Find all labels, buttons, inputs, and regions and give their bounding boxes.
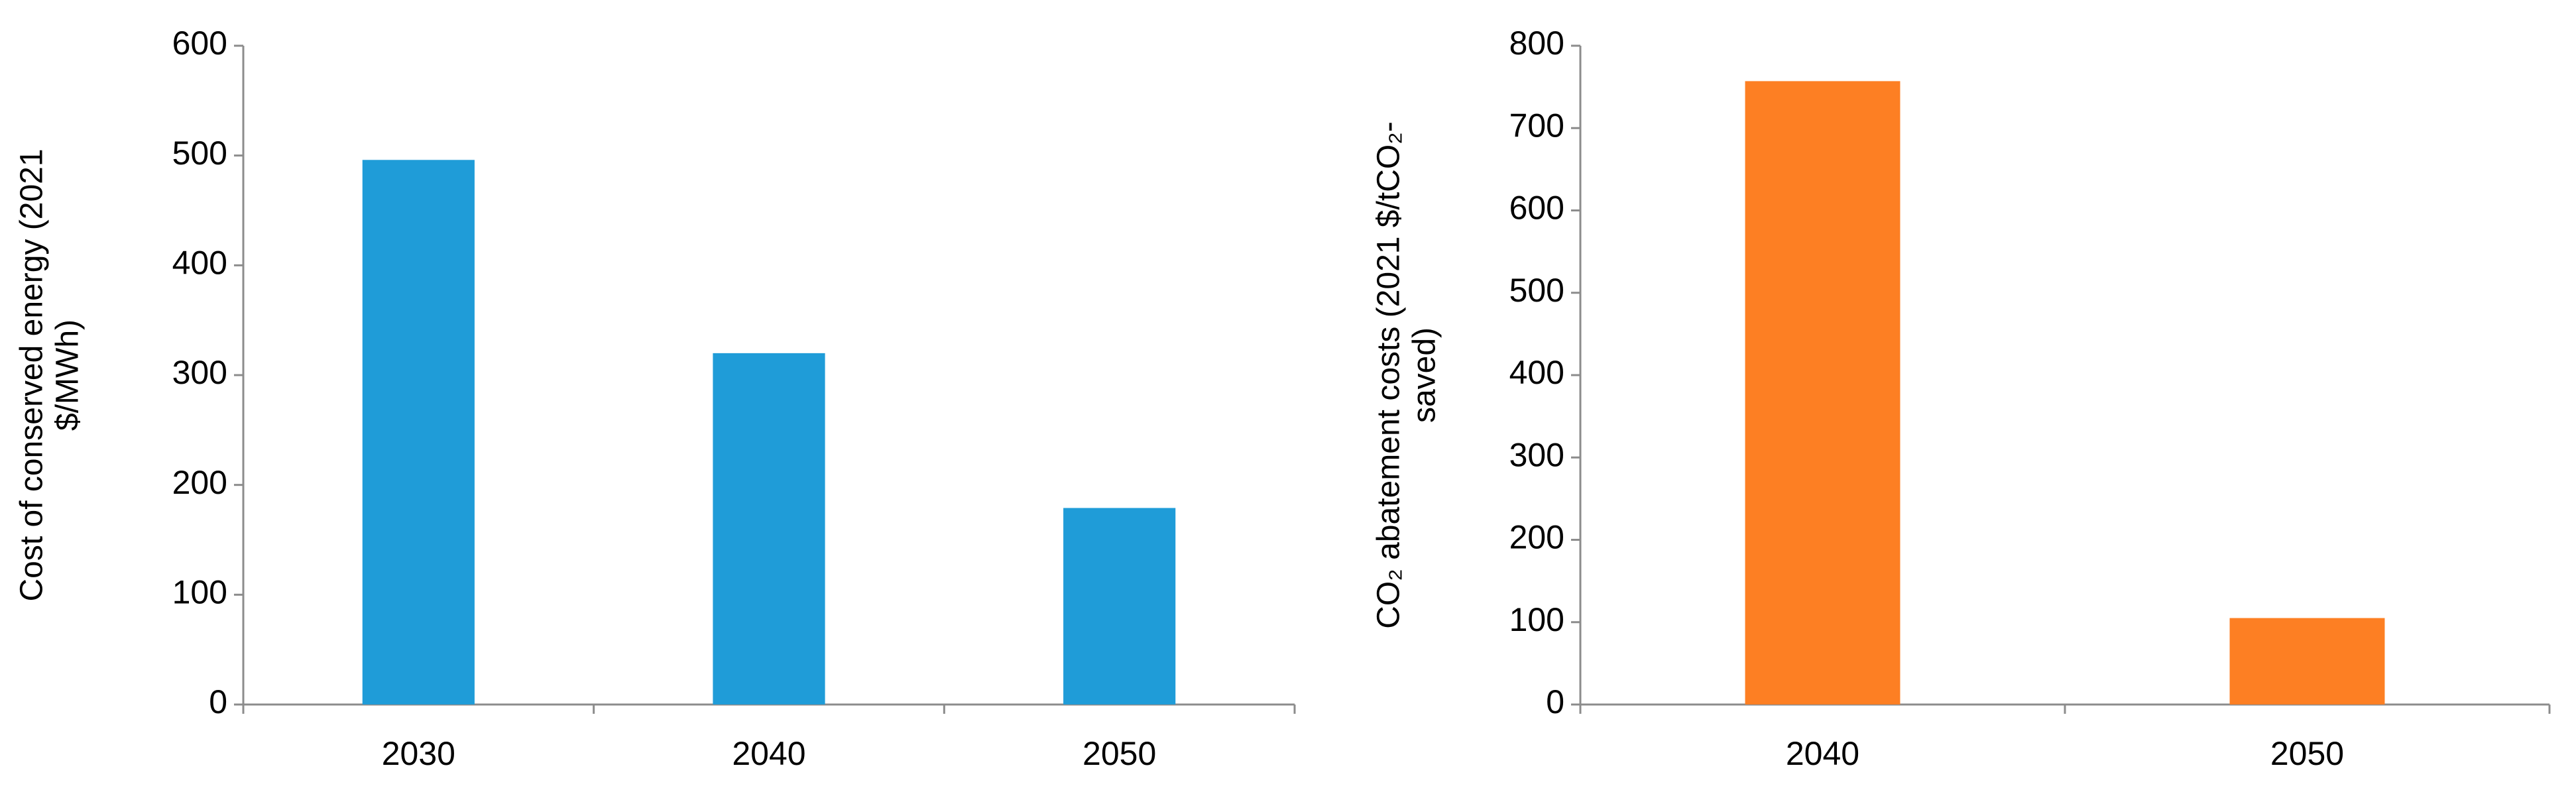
bar	[2229, 618, 2385, 705]
bar	[1063, 508, 1176, 705]
y-tick-label: 500	[1509, 272, 1564, 309]
y-tick-label: 200	[1509, 519, 1564, 556]
y-tick-label: 600	[1509, 190, 1564, 227]
y-tick-label: 500	[172, 135, 227, 172]
y-axis-title: Cost of conserved energy (2021 $/MWh)	[14, 148, 85, 602]
bar	[1745, 81, 1901, 705]
x-tick-label: 2030	[382, 735, 455, 772]
y-tick-label: 700	[1509, 107, 1564, 144]
y-tick-label: 400	[1509, 354, 1564, 391]
y-tick-label: 600	[172, 25, 227, 62]
y-tick-label: 800	[1509, 25, 1564, 62]
y-tick-label: 100	[1509, 601, 1564, 638]
x-tick-label: 2040	[732, 735, 805, 772]
y-axis-title: CO₂ abatement costs (2021 $/tCO₂-saved)	[1371, 121, 1442, 629]
y-tick-label: 400	[172, 245, 227, 282]
y-tick-label: 0	[209, 683, 227, 720]
y-tick-label: 300	[1509, 436, 1564, 473]
x-tick-label: 2050	[2270, 735, 2344, 772]
y-tick-label: 200	[172, 464, 227, 501]
x-tick-label: 2050	[1083, 735, 1156, 772]
bar	[362, 160, 475, 705]
y-tick-label: 300	[172, 354, 227, 391]
y-tick-label: 0	[1546, 683, 1564, 720]
y-tick-label: 100	[172, 574, 227, 611]
x-tick-label: 2040	[1786, 735, 1859, 772]
bar	[713, 353, 825, 705]
